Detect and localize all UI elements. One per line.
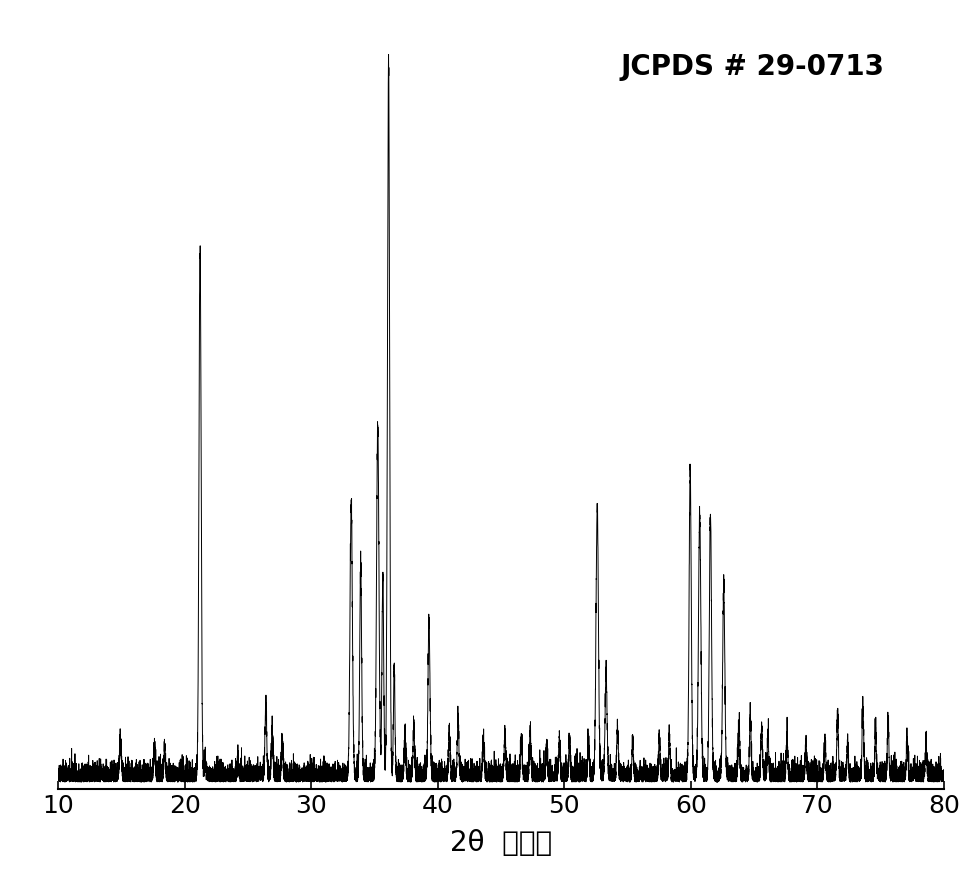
- Text: JCPDS # 29-0713: JCPDS # 29-0713: [621, 53, 884, 81]
- X-axis label: 2θ  （度）: 2θ （度）: [450, 830, 552, 858]
